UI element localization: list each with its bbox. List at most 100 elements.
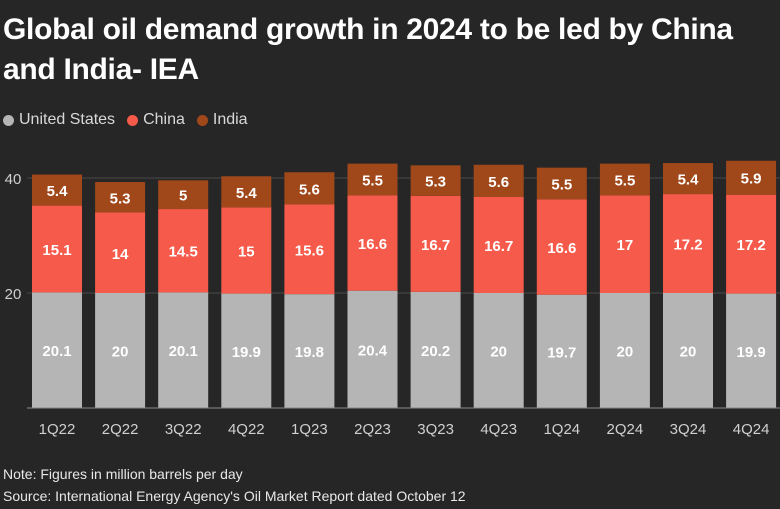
data-label-china-4q24: 17.2 — [736, 237, 765, 254]
legend-item-china: China — [127, 111, 185, 129]
legend-swatch-united-states — [3, 114, 14, 126]
bar-china-1q22 — [32, 205, 82, 293]
data-label-united-states-3q24: 20 — [680, 344, 697, 361]
bar-united-states-4q23 — [473, 293, 524, 408]
bar-united-states-3q22 — [158, 292, 209, 408]
data-label-china-1q23: 15.6 — [295, 242, 324, 259]
bar-united-states-2q24 — [599, 293, 650, 408]
bar-united-states-4q24 — [726, 293, 777, 408]
legend-label-china: China — [143, 111, 185, 128]
bar-india-1q22 — [32, 174, 82, 206]
data-label-india-2q22: 5.3 — [110, 190, 131, 207]
data-label-united-states-2q22: 20 — [112, 344, 129, 361]
chart-source: Source: International Energy Agency's Oi… — [3, 488, 466, 504]
bar-china-3q24 — [663, 194, 713, 293]
data-label-china-4q22: 15 — [238, 243, 255, 260]
data-label-united-states-1q23: 19.8 — [295, 344, 324, 361]
bar-india-4q24 — [726, 160, 777, 195]
x-tick-label-2q24: 2Q24 — [607, 421, 644, 438]
bar-united-states-1q23 — [284, 294, 335, 408]
bar-india-1q24 — [536, 167, 587, 200]
bar-india-2q24 — [599, 163, 650, 196]
bar-china-4q22 — [221, 207, 272, 294]
bar-united-states-2q23 — [347, 290, 398, 408]
data-label-china-4q23: 16.7 — [484, 238, 513, 255]
bar-india-4q22 — [221, 176, 272, 208]
bar-china-3q22 — [158, 209, 209, 293]
data-label-united-states-2q24: 20 — [617, 344, 634, 361]
chart-title: Global oil demand growth in 2024 to be l… — [3, 13, 733, 86]
x-tick-label-1q22: 1Q22 — [39, 421, 76, 438]
data-label-united-states-3q22: 20.1 — [169, 343, 198, 360]
bar-china-2q24 — [599, 195, 650, 293]
data-label-china-2q24: 17 — [617, 237, 634, 254]
data-label-united-states-3q23: 20.2 — [421, 343, 450, 360]
legend-item-india: India — [196, 111, 248, 129]
x-tick-label-1q24: 1Q24 — [543, 421, 580, 438]
bar-china-1q23 — [284, 204, 335, 295]
data-label-china-1q22: 15.1 — [42, 242, 71, 259]
data-label-china-2q22: 14 — [112, 246, 129, 263]
bar-united-states-4q22 — [221, 293, 272, 408]
data-label-india-1q23: 5.6 — [299, 181, 320, 198]
bar-india-3q23 — [410, 165, 461, 196]
bar-china-4q23 — [473, 196, 524, 293]
bar-china-4q24 — [726, 194, 777, 294]
chart-note: Note: Figures in million barrels per day — [3, 466, 243, 482]
y-tick-label-20: 20 — [5, 286, 22, 303]
bar-united-states-1q24 — [536, 294, 587, 408]
x-tick-label-2q22: 2Q22 — [102, 421, 139, 438]
data-label-india-1q24: 5.5 — [551, 176, 572, 193]
bar-india-4q23 — [473, 164, 524, 197]
legend-swatch-china — [127, 114, 139, 126]
data-label-india-3q23: 5.3 — [425, 174, 446, 191]
data-label-china-3q22: 14.5 — [169, 244, 198, 261]
bar-china-3q23 — [410, 195, 461, 292]
data-label-india-3q22: 5 — [179, 188, 187, 205]
data-label-united-states-1q22: 20.1 — [42, 343, 71, 360]
x-tick-label-2q23: 2Q23 — [354, 421, 391, 438]
x-tick-label-3q24: 3Q24 — [670, 421, 707, 438]
data-label-united-states-4q23: 20 — [490, 344, 507, 361]
data-label-united-states-2q23: 20.4 — [358, 342, 388, 359]
x-tick-label-4q24: 4Q24 — [733, 421, 770, 438]
bar-china-2q23 — [347, 195, 398, 291]
bar-united-states-2q22 — [95, 293, 146, 408]
x-tick-label-3q23: 3Q23 — [417, 421, 454, 438]
legend-label-united-states: United States — [19, 111, 116, 128]
bar-china-2q22 — [95, 212, 146, 293]
stacked-bar-chart: 20 40 20.1 15.1 5.4 1Q22 20 14 5.3 2Q22 20.1 14.5 5 3… — [5, 160, 780, 438]
data-label-united-states-4q24: 19.9 — [736, 344, 765, 361]
bar-united-states-1q22 — [32, 292, 82, 408]
data-label-india-4q24: 5.9 — [741, 171, 762, 188]
data-label-china-1q24: 16.6 — [547, 240, 576, 257]
x-tick-label-1q23: 1Q23 — [291, 421, 328, 438]
bar-india-2q23 — [347, 163, 398, 196]
bar-india-3q24 — [663, 163, 713, 195]
legend-swatch-india — [196, 114, 208, 126]
data-label-united-states-4q22: 19.9 — [232, 344, 261, 361]
x-tick-label-4q23: 4Q23 — [480, 421, 517, 438]
data-label-china-3q24: 17.2 — [673, 237, 702, 254]
bar-china-1q24 — [536, 199, 587, 295]
bar-united-states-3q23 — [410, 291, 461, 408]
bar-india-1q23 — [284, 172, 335, 205]
x-tick-label-3q22: 3Q22 — [165, 421, 202, 438]
legend-label-india: India — [212, 111, 248, 128]
data-label-united-states-1q24: 19.7 — [547, 344, 576, 361]
bar-india-2q22 — [95, 182, 146, 213]
data-label-india-4q23: 5.6 — [488, 174, 509, 191]
legend-item-united-states: United States — [3, 111, 115, 129]
legend: United States China India — [3, 108, 252, 132]
data-label-india-3q24: 5.4 — [678, 172, 700, 189]
data-label-india-2q24: 5.5 — [614, 172, 635, 189]
data-label-india-1q22: 5.4 — [47, 183, 69, 200]
data-label-india-2q23: 5.5 — [362, 172, 383, 189]
data-label-china-3q23: 16.7 — [421, 237, 450, 254]
bar-united-states-3q24 — [663, 293, 713, 408]
data-label-china-2q23: 16.6 — [358, 236, 387, 253]
x-tick-label-4q22: 4Q22 — [228, 421, 265, 438]
data-label-india-4q22: 5.4 — [236, 185, 258, 202]
y-tick-label-40: 40 — [5, 171, 22, 188]
bar-india-3q22 — [158, 180, 209, 210]
